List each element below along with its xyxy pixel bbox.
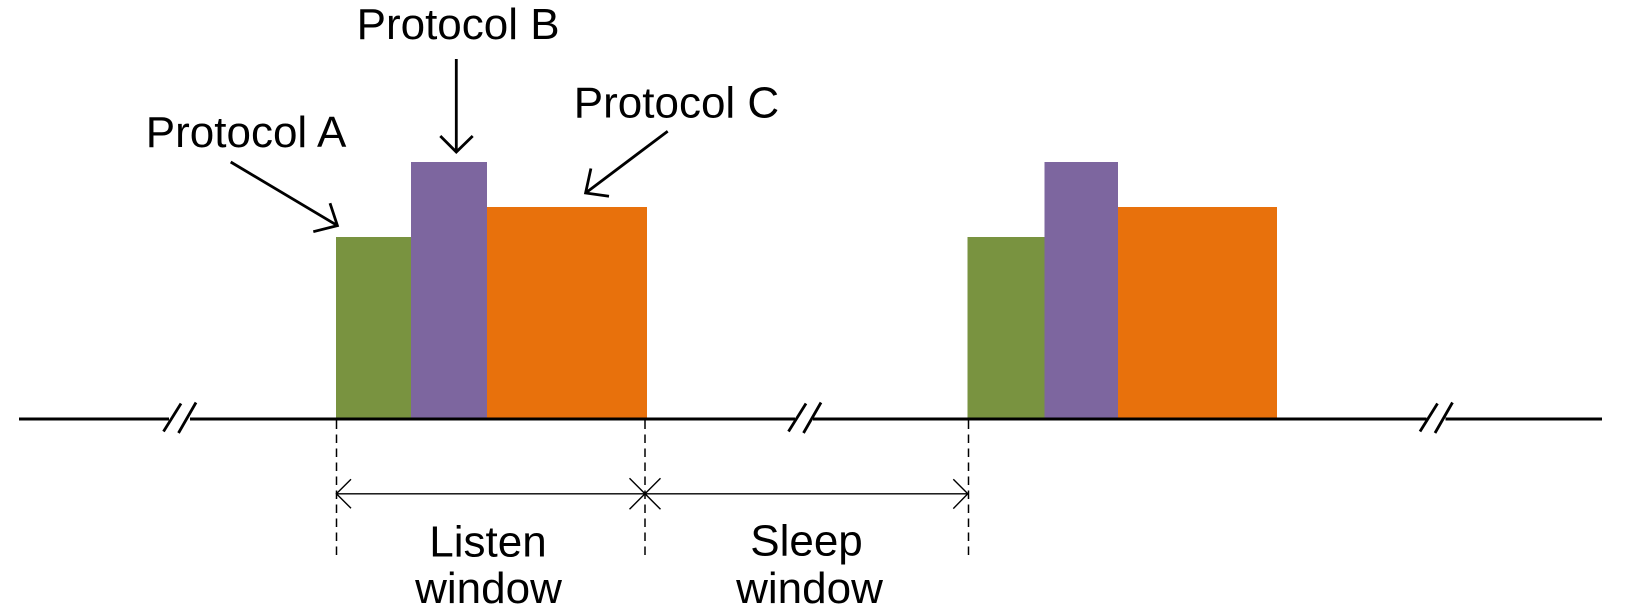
svg-text:Listen: Listen xyxy=(429,518,546,567)
svg-text:window: window xyxy=(735,564,883,610)
svg-text:Protocol B: Protocol B xyxy=(357,0,560,49)
svg-text:Sleep: Sleep xyxy=(750,517,863,566)
svg-text:Protocol A: Protocol A xyxy=(146,108,347,157)
svg-text:window: window xyxy=(414,564,562,610)
svg-text:Protocol C: Protocol C xyxy=(574,78,779,127)
